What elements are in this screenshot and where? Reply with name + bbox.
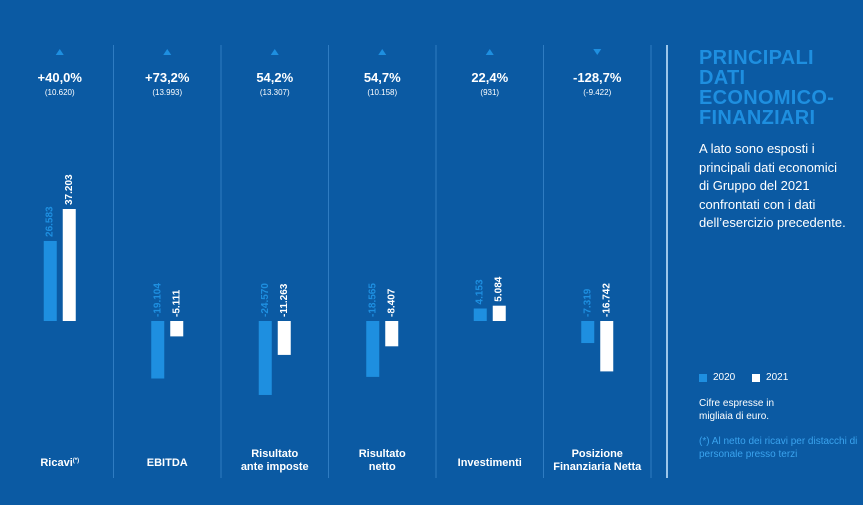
legend-item-2020: 2020 bbox=[699, 372, 735, 383]
value-label-2020: -7.319 bbox=[582, 288, 593, 317]
bar-2020 bbox=[258, 321, 272, 395]
change-delta: (13.993) bbox=[152, 88, 182, 97]
category-footnote-mark: (*) bbox=[73, 458, 79, 464]
trend-up-icon bbox=[55, 49, 64, 55]
legend: 2020 2021 bbox=[699, 372, 802, 385]
change-delta: (13.307) bbox=[260, 88, 290, 97]
change-percent: 22,4% bbox=[471, 70, 508, 85]
change-delta: (-9.422) bbox=[583, 88, 611, 97]
value-label-2021: -11.263 bbox=[279, 283, 290, 317]
trend-up-icon bbox=[378, 49, 387, 55]
change-percent: +40,0% bbox=[38, 70, 83, 85]
change-percent: 54,2% bbox=[256, 70, 293, 85]
bar-2021 bbox=[492, 305, 506, 321]
legend-swatch-2020 bbox=[699, 373, 707, 382]
category-label: Posizione bbox=[572, 448, 623, 460]
legend-swatch-2021 bbox=[752, 373, 761, 382]
side-title: PRINCIPALI DATI ECONOMICO-FINANZIARI bbox=[699, 47, 835, 129]
bar-2021 bbox=[385, 321, 399, 347]
bar-2021 bbox=[62, 209, 76, 321]
legend-label-2020: 2020 bbox=[713, 372, 736, 383]
category-label: netto bbox=[369, 461, 396, 473]
value-label-2020: 26.583 bbox=[45, 206, 56, 237]
value-label-2020: 4.153 bbox=[475, 279, 486, 304]
bar-2020 bbox=[366, 321, 380, 377]
change-percent: +73,2% bbox=[145, 70, 190, 85]
category-label: Finanziaria Netta bbox=[553, 461, 642, 473]
category-label: Investimenti bbox=[458, 457, 522, 469]
category-label: ante imposte bbox=[241, 461, 309, 473]
value-label-2020: -18.565 bbox=[367, 283, 378, 317]
bar-2021 bbox=[277, 321, 291, 355]
change-delta: (10.158) bbox=[367, 88, 397, 97]
change-percent: 54,7% bbox=[364, 70, 401, 85]
bar-2021 bbox=[600, 321, 614, 372]
category-label: Risultato bbox=[359, 448, 406, 460]
category-label: EBITDA bbox=[147, 457, 188, 469]
change-delta: (931) bbox=[480, 88, 499, 97]
kpi-bar-chart: +40,0% (10.620) Ricavi(*) 26.583 37.203 +73,2… bbox=[38, 45, 668, 478]
value-label-2021: -8.407 bbox=[386, 288, 397, 317]
category-label: Ricavi(*) bbox=[40, 457, 79, 469]
change-percent: -128,7% bbox=[573, 70, 622, 85]
bar-2020 bbox=[473, 308, 487, 321]
value-label-2020: -24.570 bbox=[260, 283, 271, 317]
value-label-2021: -5.111 bbox=[171, 289, 182, 317]
bar-2020 bbox=[43, 240, 57, 321]
trend-up-icon bbox=[485, 49, 494, 55]
change-delta: (10.620) bbox=[45, 88, 75, 97]
trend-down-icon bbox=[593, 49, 602, 55]
legend-label-2021: 2021 bbox=[766, 372, 789, 383]
side-description: A lato sono esposti i principali dati ec… bbox=[699, 141, 846, 230]
trend-up-icon bbox=[163, 49, 172, 55]
legend-item-2021: 2021 bbox=[752, 372, 788, 383]
bar-2020 bbox=[581, 321, 595, 344]
bar-2020 bbox=[151, 321, 165, 379]
value-label-2021: 5.084 bbox=[494, 276, 505, 301]
value-label-2021: 37.203 bbox=[64, 174, 75, 205]
value-label-2021: -16.742 bbox=[601, 283, 612, 317]
value-label-2020: -19.104 bbox=[152, 283, 163, 317]
units-note: Cifre espresse in migliaia di euro. bbox=[699, 398, 775, 422]
category-label: Risultato bbox=[251, 448, 298, 460]
trend-up-icon bbox=[270, 49, 279, 55]
bar-2021 bbox=[170, 321, 184, 337]
footnote: (*) Al netto dei ricavi per distacchi di… bbox=[699, 436, 858, 460]
